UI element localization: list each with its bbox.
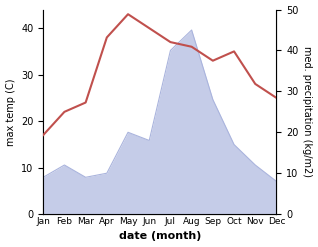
- Y-axis label: max temp (C): max temp (C): [5, 78, 16, 145]
- Y-axis label: med. precipitation (kg/m2): med. precipitation (kg/m2): [302, 46, 313, 177]
- X-axis label: date (month): date (month): [119, 231, 201, 242]
